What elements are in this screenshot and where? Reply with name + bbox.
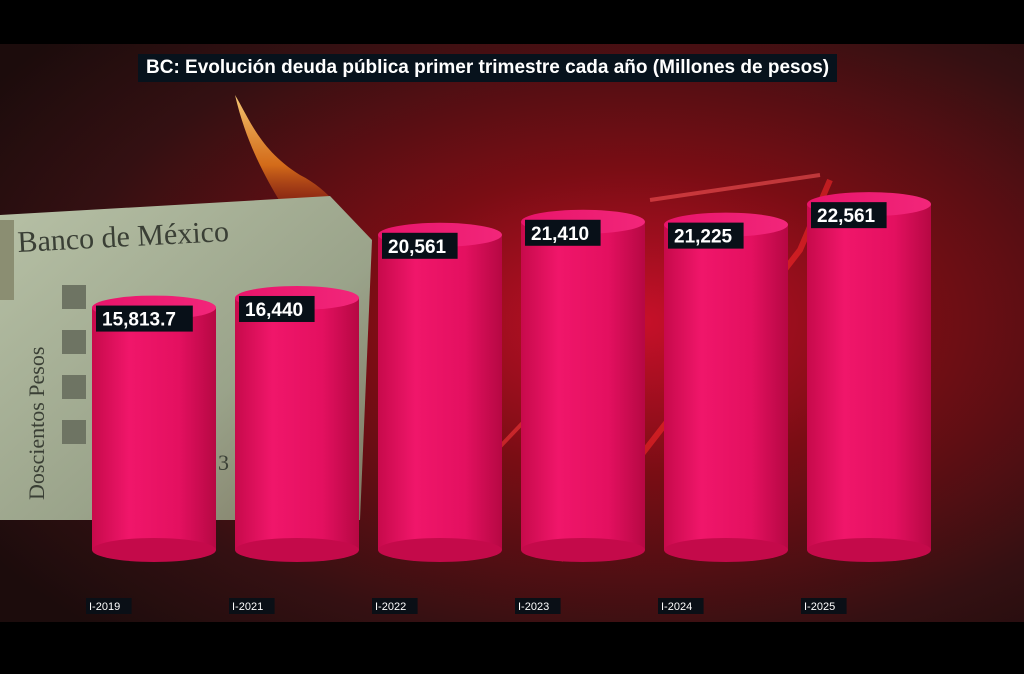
value-label: 21,410 [531,224,589,245]
category-label-box [801,598,847,614]
category-label: I-2023 [518,601,549,613]
category-label-box [86,598,132,614]
bar-base [521,538,645,562]
category-label: I-2025 [804,601,835,613]
bar-body [807,204,931,550]
bars-layer: 15,813.7 16,440 20,561 21,410 21,225 22,561 [92,192,931,562]
value-label: 16,440 [245,300,303,321]
bar-body [92,307,216,550]
bill-denomination: Doscientos Pesos [24,347,49,500]
bar-I-2023 [521,209,645,562]
bar-base [807,538,931,562]
category-label: I-2019 [89,601,120,613]
bar-base [378,538,502,562]
bar-base [92,538,216,562]
bar-I-2025 [807,192,931,562]
chart-title: BC: Evolución deuda pública primer trime… [138,54,838,82]
bar-I-2021 [235,285,359,562]
category-label: I-2022 [375,601,406,613]
bar-body [664,224,788,551]
value-label-box [382,232,458,259]
category-label: I-2021 [232,601,263,613]
category-label-box [229,598,275,614]
bottom-band [0,622,1024,674]
category-label: I-2024 [661,601,692,613]
value-label: 15,813.7 [102,310,176,331]
bar-body [235,297,359,550]
category-label-box [658,598,704,614]
bar-base [664,538,788,562]
bill-fragment: 3 [218,450,229,475]
top-band [0,0,1024,44]
bar-I-2024 [664,212,788,562]
category-axis: I-2019 I-2021 I-2022 I-2023 I-2024 I-2025 [86,598,847,614]
category-label-box [372,598,418,614]
value-label: 22,561 [817,206,876,227]
bar-I-2022 [378,222,502,562]
value-label-box [811,202,887,229]
category-label-box [515,598,561,614]
value-label-box [525,219,601,246]
value-label: 21,225 [674,227,733,248]
value-label: 20,561 [388,237,447,258]
value-label-box [239,295,315,322]
bar-body [521,221,645,550]
bar-base [235,538,359,562]
bar-body [378,234,502,550]
value-label-box [668,222,744,249]
value-label-box [96,305,193,332]
bar-I-2019 [92,295,216,562]
